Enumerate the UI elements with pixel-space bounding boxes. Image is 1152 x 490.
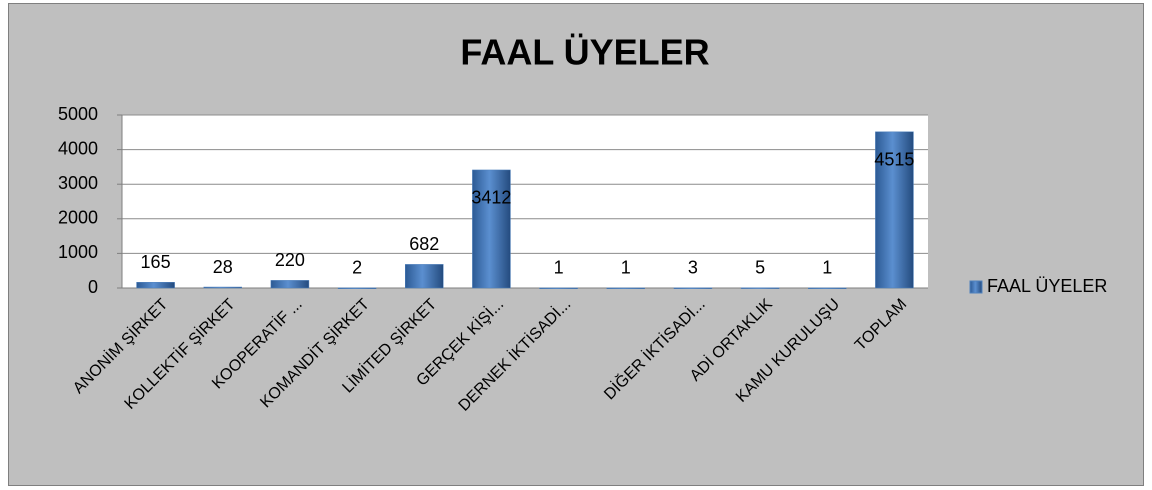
bar: [472, 169, 511, 289]
data-label: 3: [688, 258, 698, 278]
bar: [673, 287, 713, 289]
data-label: 1: [554, 258, 564, 278]
y-tick-label: 3000: [58, 173, 98, 193]
y-tick-label: 1000: [58, 242, 98, 262]
data-label: 4515: [874, 150, 914, 170]
bar: [136, 282, 175, 289]
data-label: 2: [352, 258, 362, 278]
bar: [740, 287, 780, 289]
y-tick-label: 0: [88, 277, 98, 297]
legend-label: FAAL ÜYELER: [987, 276, 1107, 296]
data-label: 220: [275, 250, 305, 270]
bar: [405, 264, 444, 289]
data-label: 28: [213, 257, 233, 277]
legend-marker: [969, 280, 983, 294]
bar: [808, 287, 847, 290]
bar: [337, 287, 377, 289]
y-tick-label: 2000: [58, 208, 98, 228]
bar: [539, 287, 578, 290]
bar: [270, 280, 310, 289]
data-label: 682: [409, 234, 439, 254]
chart-title: FAAL ÜYELER: [460, 32, 709, 73]
data-label: 165: [141, 252, 171, 272]
bar: [606, 287, 645, 290]
data-label: 3412: [471, 188, 511, 208]
data-label: 5: [755, 258, 765, 278]
y-tick-label: 4000: [58, 138, 98, 158]
data-label: 1: [822, 258, 832, 278]
bar: [875, 131, 914, 289]
bar: [203, 286, 242, 289]
y-tick-label: 5000: [58, 104, 98, 124]
data-label: 1: [621, 258, 631, 278]
plot-area: [122, 115, 928, 288]
